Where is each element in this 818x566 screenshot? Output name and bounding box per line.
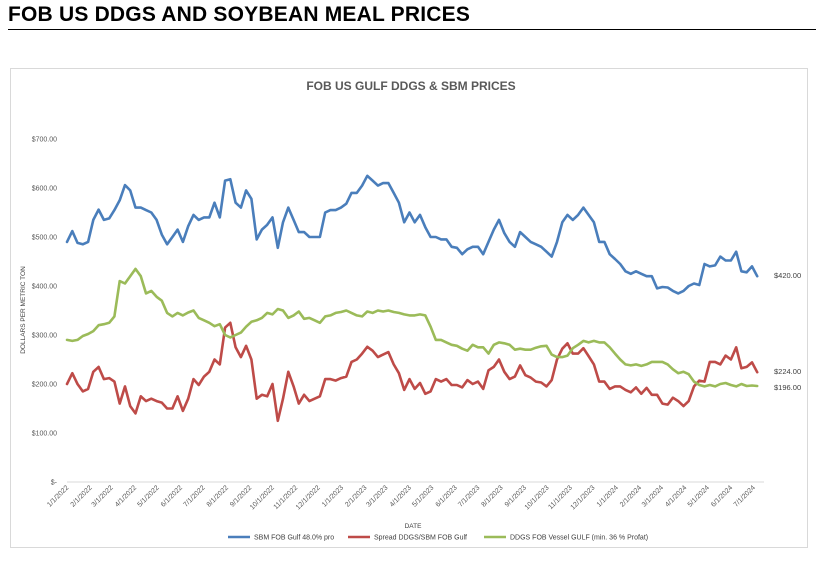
x-tick-label: 6/1/2023 bbox=[435, 484, 459, 508]
y-tick-label: $100.00 bbox=[32, 431, 57, 438]
legend-entry: DDGS FOB Vessel GULF (min. 36 % Profat) bbox=[510, 535, 648, 542]
x-tick-label: 12/1/2022 bbox=[295, 484, 322, 511]
x-tick-label: 2/1/2023 bbox=[344, 484, 368, 508]
x-tick-label: 10/1/2022 bbox=[249, 484, 276, 511]
x-tick-label: 4/1/2023 bbox=[389, 484, 413, 508]
x-tick-label: 12/1/2023 bbox=[570, 484, 597, 511]
x-tick-label: 2/1/2024 bbox=[619, 484, 643, 508]
end-value-label: $224.00 bbox=[774, 367, 801, 376]
x-tick-label: 3/1/2022 bbox=[91, 484, 115, 508]
y-axis-ticks: $- $100.00 $200.00 $300.00 $400.00 $500.00 $60… bbox=[32, 137, 58, 487]
y-axis-label: DOLLARS PER METRIC TON bbox=[20, 266, 27, 354]
series-line bbox=[65, 267, 759, 388]
y-tick-label: $600.00 bbox=[32, 186, 57, 193]
x-tick-label: 1/1/2024 bbox=[596, 484, 620, 508]
x-tick-label: 2/1/2022 bbox=[70, 484, 94, 508]
end-value-label: $196.00 bbox=[774, 383, 801, 392]
chart-frame bbox=[10, 68, 808, 548]
x-tick-label: 5/1/2023 bbox=[411, 484, 435, 508]
end-labels: $420.00 $224.00 $196.00 bbox=[774, 271, 801, 392]
end-value-label: $420.00 bbox=[774, 271, 801, 280]
y-tick-label: $200.00 bbox=[32, 382, 57, 389]
legend: SBM FOB Gulf 48.0% pro Spread DDGS/SBM FO… bbox=[228, 535, 648, 542]
y-tick-label: $700.00 bbox=[32, 137, 57, 144]
x-tick-label: 4/1/2024 bbox=[664, 484, 688, 508]
y-tick-label: $- bbox=[51, 480, 58, 487]
x-tick-label: 7/1/2023 bbox=[457, 484, 481, 508]
x-tick-label: 8/1/2022 bbox=[206, 484, 230, 508]
x-tick-label: 5/1/2022 bbox=[137, 484, 161, 508]
x-tick-label: 6/1/2024 bbox=[710, 484, 734, 508]
x-tick-label: 4/1/2022 bbox=[114, 484, 138, 508]
x-tick-label: 5/1/2024 bbox=[687, 484, 711, 508]
x-tick-label: 3/1/2023 bbox=[365, 484, 389, 508]
x-axis-label: DATE bbox=[405, 523, 423, 530]
x-tick-label: 8/1/2023 bbox=[481, 484, 505, 508]
legend-entry: SBM FOB Gulf 48.0% pro bbox=[254, 535, 334, 542]
legend-entry: Spread DDGS/SBM FOB Gulf bbox=[374, 535, 467, 542]
page-title: FOB US DDGS AND SOYBEAN MEAL PRICES bbox=[8, 3, 471, 26]
series-lines bbox=[65, 174, 759, 423]
y-tick-label: $300.00 bbox=[32, 333, 57, 340]
series-line bbox=[65, 321, 759, 423]
series-line bbox=[65, 174, 759, 295]
y-tick-label: $500.00 bbox=[32, 235, 57, 242]
x-tick-label: 7/1/2024 bbox=[733, 484, 757, 508]
y-tick-label: $400.00 bbox=[32, 284, 57, 291]
x-tick-label: 1/1/2022 bbox=[46, 484, 70, 508]
x-tick-label: 3/1/2024 bbox=[641, 484, 665, 508]
x-tick-label: 6/1/2022 bbox=[160, 484, 184, 508]
x-tick-label: 7/1/2022 bbox=[182, 484, 206, 508]
chart-title: FOB US GULF DDGS & SBM PRICES bbox=[306, 79, 515, 93]
x-tick-label: 1/1/2023 bbox=[321, 484, 345, 508]
x-tick-label: 10/1/2023 bbox=[524, 484, 551, 511]
title-divider bbox=[8, 29, 816, 30]
